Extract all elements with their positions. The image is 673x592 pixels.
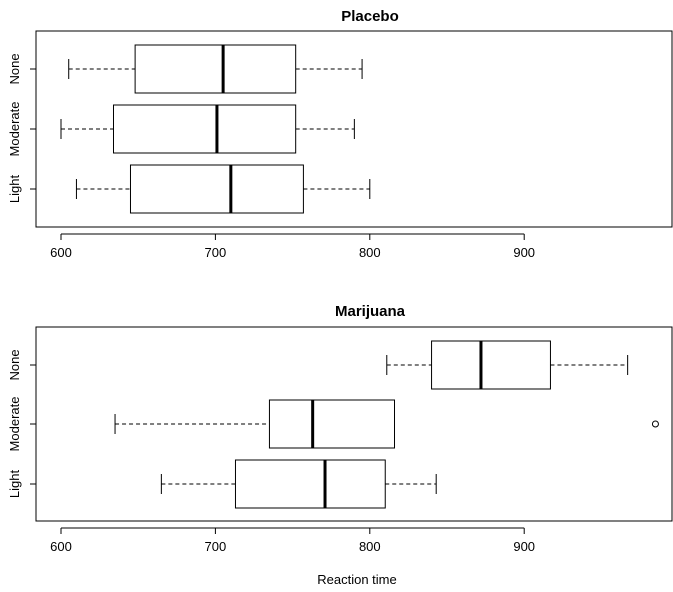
x-tick-label: 800 xyxy=(359,245,381,260)
x-tick-label: 600 xyxy=(50,245,72,260)
panel-title: Marijuana xyxy=(335,303,406,320)
category-label: Light xyxy=(7,175,22,204)
panel-title: Placebo xyxy=(341,8,399,25)
x-axis-label: Reaction time xyxy=(317,572,396,587)
category-label: Moderate xyxy=(7,397,22,452)
box-light xyxy=(129,164,304,214)
box-none xyxy=(431,340,551,390)
box-light xyxy=(234,459,386,509)
category-label: Moderate xyxy=(7,102,22,157)
x-tick-label: 700 xyxy=(205,539,227,554)
box-moderate xyxy=(112,104,297,154)
x-tick-label: 900 xyxy=(513,245,535,260)
box-none xyxy=(134,44,297,94)
x-tick-label: 700 xyxy=(205,245,227,260)
x-tick-label: 600 xyxy=(50,539,72,554)
category-label: None xyxy=(7,349,22,380)
category-label: Light xyxy=(7,470,22,499)
category-label: None xyxy=(7,53,22,84)
outlier-point xyxy=(651,420,659,428)
x-tick-label: 800 xyxy=(359,539,381,554)
x-tick-label: 900 xyxy=(513,539,535,554)
box-moderate xyxy=(268,399,396,449)
